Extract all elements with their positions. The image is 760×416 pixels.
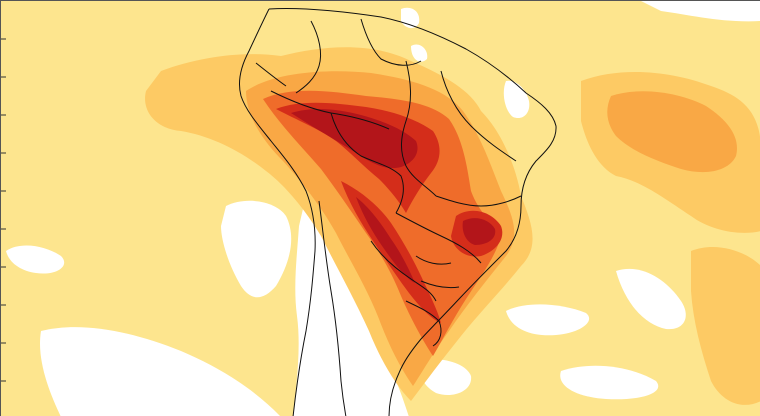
bolivia-brazil-border [330,112,404,214]
southeast-atlantic-level-2-region [691,247,760,405]
contour-level-6 [291,108,496,283]
atlantic-level-3-region [607,91,737,173]
peru-brazil-border [270,90,390,130]
atlantic-white-patch-2 [616,268,686,330]
brazil-states-lines-3 [435,195,522,207]
south-brazil-states [415,255,460,289]
northwest-level-6-core [291,108,418,169]
political-boundaries [238,7,557,416]
colombia-venezuela-border [295,20,322,94]
central-level-6-core [356,197,415,283]
uruguay-border [405,300,442,347]
paraguay-argentina-border [370,240,437,302]
brazil-states-lines-4 [395,212,482,264]
argentina-chile-border [318,200,347,416]
far-west-white-patch [6,245,65,274]
venezuela-guyana-border [360,18,422,66]
andes-white-strip [293,196,409,416]
southwest-pacific-white-patch [40,327,280,416]
ecuador-border [255,62,287,87]
southeast-level-6-core [462,218,496,245]
brazil-states-lines-1 [401,60,437,197]
north-white-patch-2 [411,44,428,62]
northeast-corner-white-patch [641,1,760,22]
continent-coastline [238,7,557,416]
atlantic-white-patch-1 [506,304,590,336]
brazil-states-lines-2 [440,70,517,162]
west-pacific-white-patch [221,200,292,298]
axis-ticks [1,38,6,382]
atlantic-white-patch-3 [560,365,659,400]
